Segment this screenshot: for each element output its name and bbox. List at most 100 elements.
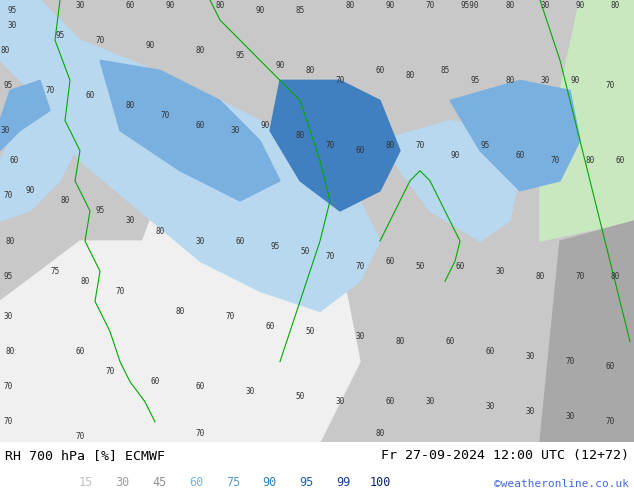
Polygon shape bbox=[0, 241, 200, 442]
Text: Fr 27-09-2024 12:00 UTC (12+72): Fr 27-09-2024 12:00 UTC (12+72) bbox=[381, 449, 629, 462]
Text: 80: 80 bbox=[375, 429, 385, 439]
Text: 90: 90 bbox=[385, 0, 394, 9]
Text: 9590: 9590 bbox=[461, 0, 479, 9]
Text: 30: 30 bbox=[335, 397, 345, 406]
Text: 60: 60 bbox=[455, 262, 465, 270]
Text: 30: 30 bbox=[126, 217, 134, 225]
Polygon shape bbox=[100, 161, 360, 442]
Polygon shape bbox=[270, 80, 400, 211]
Text: 90: 90 bbox=[450, 151, 460, 160]
Text: 90: 90 bbox=[571, 76, 579, 85]
Text: 70: 70 bbox=[95, 36, 105, 45]
Text: 90: 90 bbox=[261, 121, 269, 130]
Text: 45: 45 bbox=[152, 476, 166, 490]
Text: 70: 70 bbox=[566, 357, 574, 366]
Text: 60: 60 bbox=[195, 382, 205, 391]
Text: 70: 70 bbox=[3, 192, 13, 200]
Text: 70: 70 bbox=[105, 367, 115, 376]
Text: 60: 60 bbox=[605, 362, 614, 371]
Text: 30: 30 bbox=[3, 312, 13, 321]
Text: 60: 60 bbox=[486, 347, 495, 356]
Text: 85: 85 bbox=[441, 66, 450, 75]
Text: 50: 50 bbox=[295, 392, 304, 401]
Text: 95: 95 bbox=[55, 31, 65, 40]
Text: 30: 30 bbox=[526, 352, 534, 361]
Polygon shape bbox=[540, 0, 634, 241]
Text: 30: 30 bbox=[1, 126, 10, 135]
Text: 30: 30 bbox=[8, 21, 16, 29]
Text: 80: 80 bbox=[155, 226, 165, 236]
Text: 70: 70 bbox=[415, 141, 425, 150]
Text: 30: 30 bbox=[425, 397, 435, 406]
Text: 90: 90 bbox=[256, 5, 264, 15]
Text: 30: 30 bbox=[75, 0, 84, 9]
Text: 70: 70 bbox=[605, 81, 614, 90]
Text: 70: 70 bbox=[576, 272, 585, 281]
Text: 70: 70 bbox=[46, 86, 55, 95]
Text: 80: 80 bbox=[176, 307, 184, 316]
Text: 90: 90 bbox=[145, 41, 155, 49]
Text: 80: 80 bbox=[306, 66, 314, 75]
Text: 60: 60 bbox=[126, 0, 134, 9]
Text: 90: 90 bbox=[275, 61, 285, 70]
Text: 60: 60 bbox=[86, 91, 94, 100]
Text: 80: 80 bbox=[81, 277, 89, 286]
Text: 75: 75 bbox=[50, 267, 60, 276]
Polygon shape bbox=[0, 100, 80, 221]
Text: 99: 99 bbox=[337, 476, 351, 490]
Text: 70: 70 bbox=[356, 262, 365, 270]
Text: 30: 30 bbox=[115, 476, 129, 490]
Text: 80: 80 bbox=[585, 156, 595, 165]
Text: 80: 80 bbox=[216, 0, 224, 9]
Text: 95: 95 bbox=[235, 51, 245, 60]
Text: 60: 60 bbox=[356, 146, 365, 155]
Text: 30: 30 bbox=[195, 237, 205, 245]
Text: 85: 85 bbox=[295, 5, 304, 15]
Text: 60: 60 bbox=[75, 347, 84, 356]
Text: 30: 30 bbox=[566, 413, 574, 421]
Text: 60: 60 bbox=[195, 121, 205, 130]
Text: 90: 90 bbox=[262, 476, 277, 490]
Text: 60: 60 bbox=[10, 156, 18, 165]
Text: 80: 80 bbox=[505, 0, 515, 9]
Text: 60: 60 bbox=[385, 257, 394, 266]
Text: 70: 70 bbox=[75, 433, 84, 441]
Text: 95: 95 bbox=[3, 272, 13, 281]
Text: RH 700 hPa [%] ECMWF: RH 700 hPa [%] ECMWF bbox=[5, 449, 165, 462]
Text: 70: 70 bbox=[325, 252, 335, 261]
Text: 30: 30 bbox=[356, 332, 365, 341]
Text: 80: 80 bbox=[5, 237, 15, 245]
Polygon shape bbox=[540, 221, 634, 442]
Text: 60: 60 bbox=[150, 377, 160, 386]
Text: 50: 50 bbox=[415, 262, 425, 270]
Text: 15: 15 bbox=[79, 476, 93, 490]
Text: 90: 90 bbox=[165, 0, 174, 9]
Text: 95: 95 bbox=[300, 476, 314, 490]
Text: 80: 80 bbox=[535, 272, 545, 281]
Text: 70: 70 bbox=[195, 429, 205, 439]
Text: 30: 30 bbox=[526, 407, 534, 416]
Text: 60: 60 bbox=[515, 151, 524, 160]
Text: 30: 30 bbox=[230, 126, 240, 135]
Text: 80: 80 bbox=[1, 46, 10, 55]
Text: 70: 70 bbox=[3, 382, 13, 391]
Text: 60: 60 bbox=[385, 397, 394, 406]
Text: 80: 80 bbox=[611, 272, 619, 281]
Text: 95: 95 bbox=[270, 242, 280, 250]
Text: 70: 70 bbox=[425, 0, 435, 9]
Text: 60: 60 bbox=[189, 476, 204, 490]
Polygon shape bbox=[380, 121, 520, 241]
Text: 30: 30 bbox=[245, 387, 255, 396]
Text: 95: 95 bbox=[470, 76, 480, 85]
Polygon shape bbox=[450, 80, 580, 191]
Text: 95: 95 bbox=[8, 5, 16, 15]
Text: 80: 80 bbox=[126, 101, 134, 110]
Text: 70: 70 bbox=[335, 76, 345, 85]
Text: 70: 70 bbox=[160, 111, 170, 120]
Text: 70: 70 bbox=[325, 141, 335, 150]
Text: 70: 70 bbox=[115, 287, 125, 296]
Text: 95: 95 bbox=[95, 206, 105, 216]
Text: 50: 50 bbox=[301, 246, 309, 256]
Polygon shape bbox=[0, 80, 50, 151]
Text: 95: 95 bbox=[481, 141, 489, 150]
